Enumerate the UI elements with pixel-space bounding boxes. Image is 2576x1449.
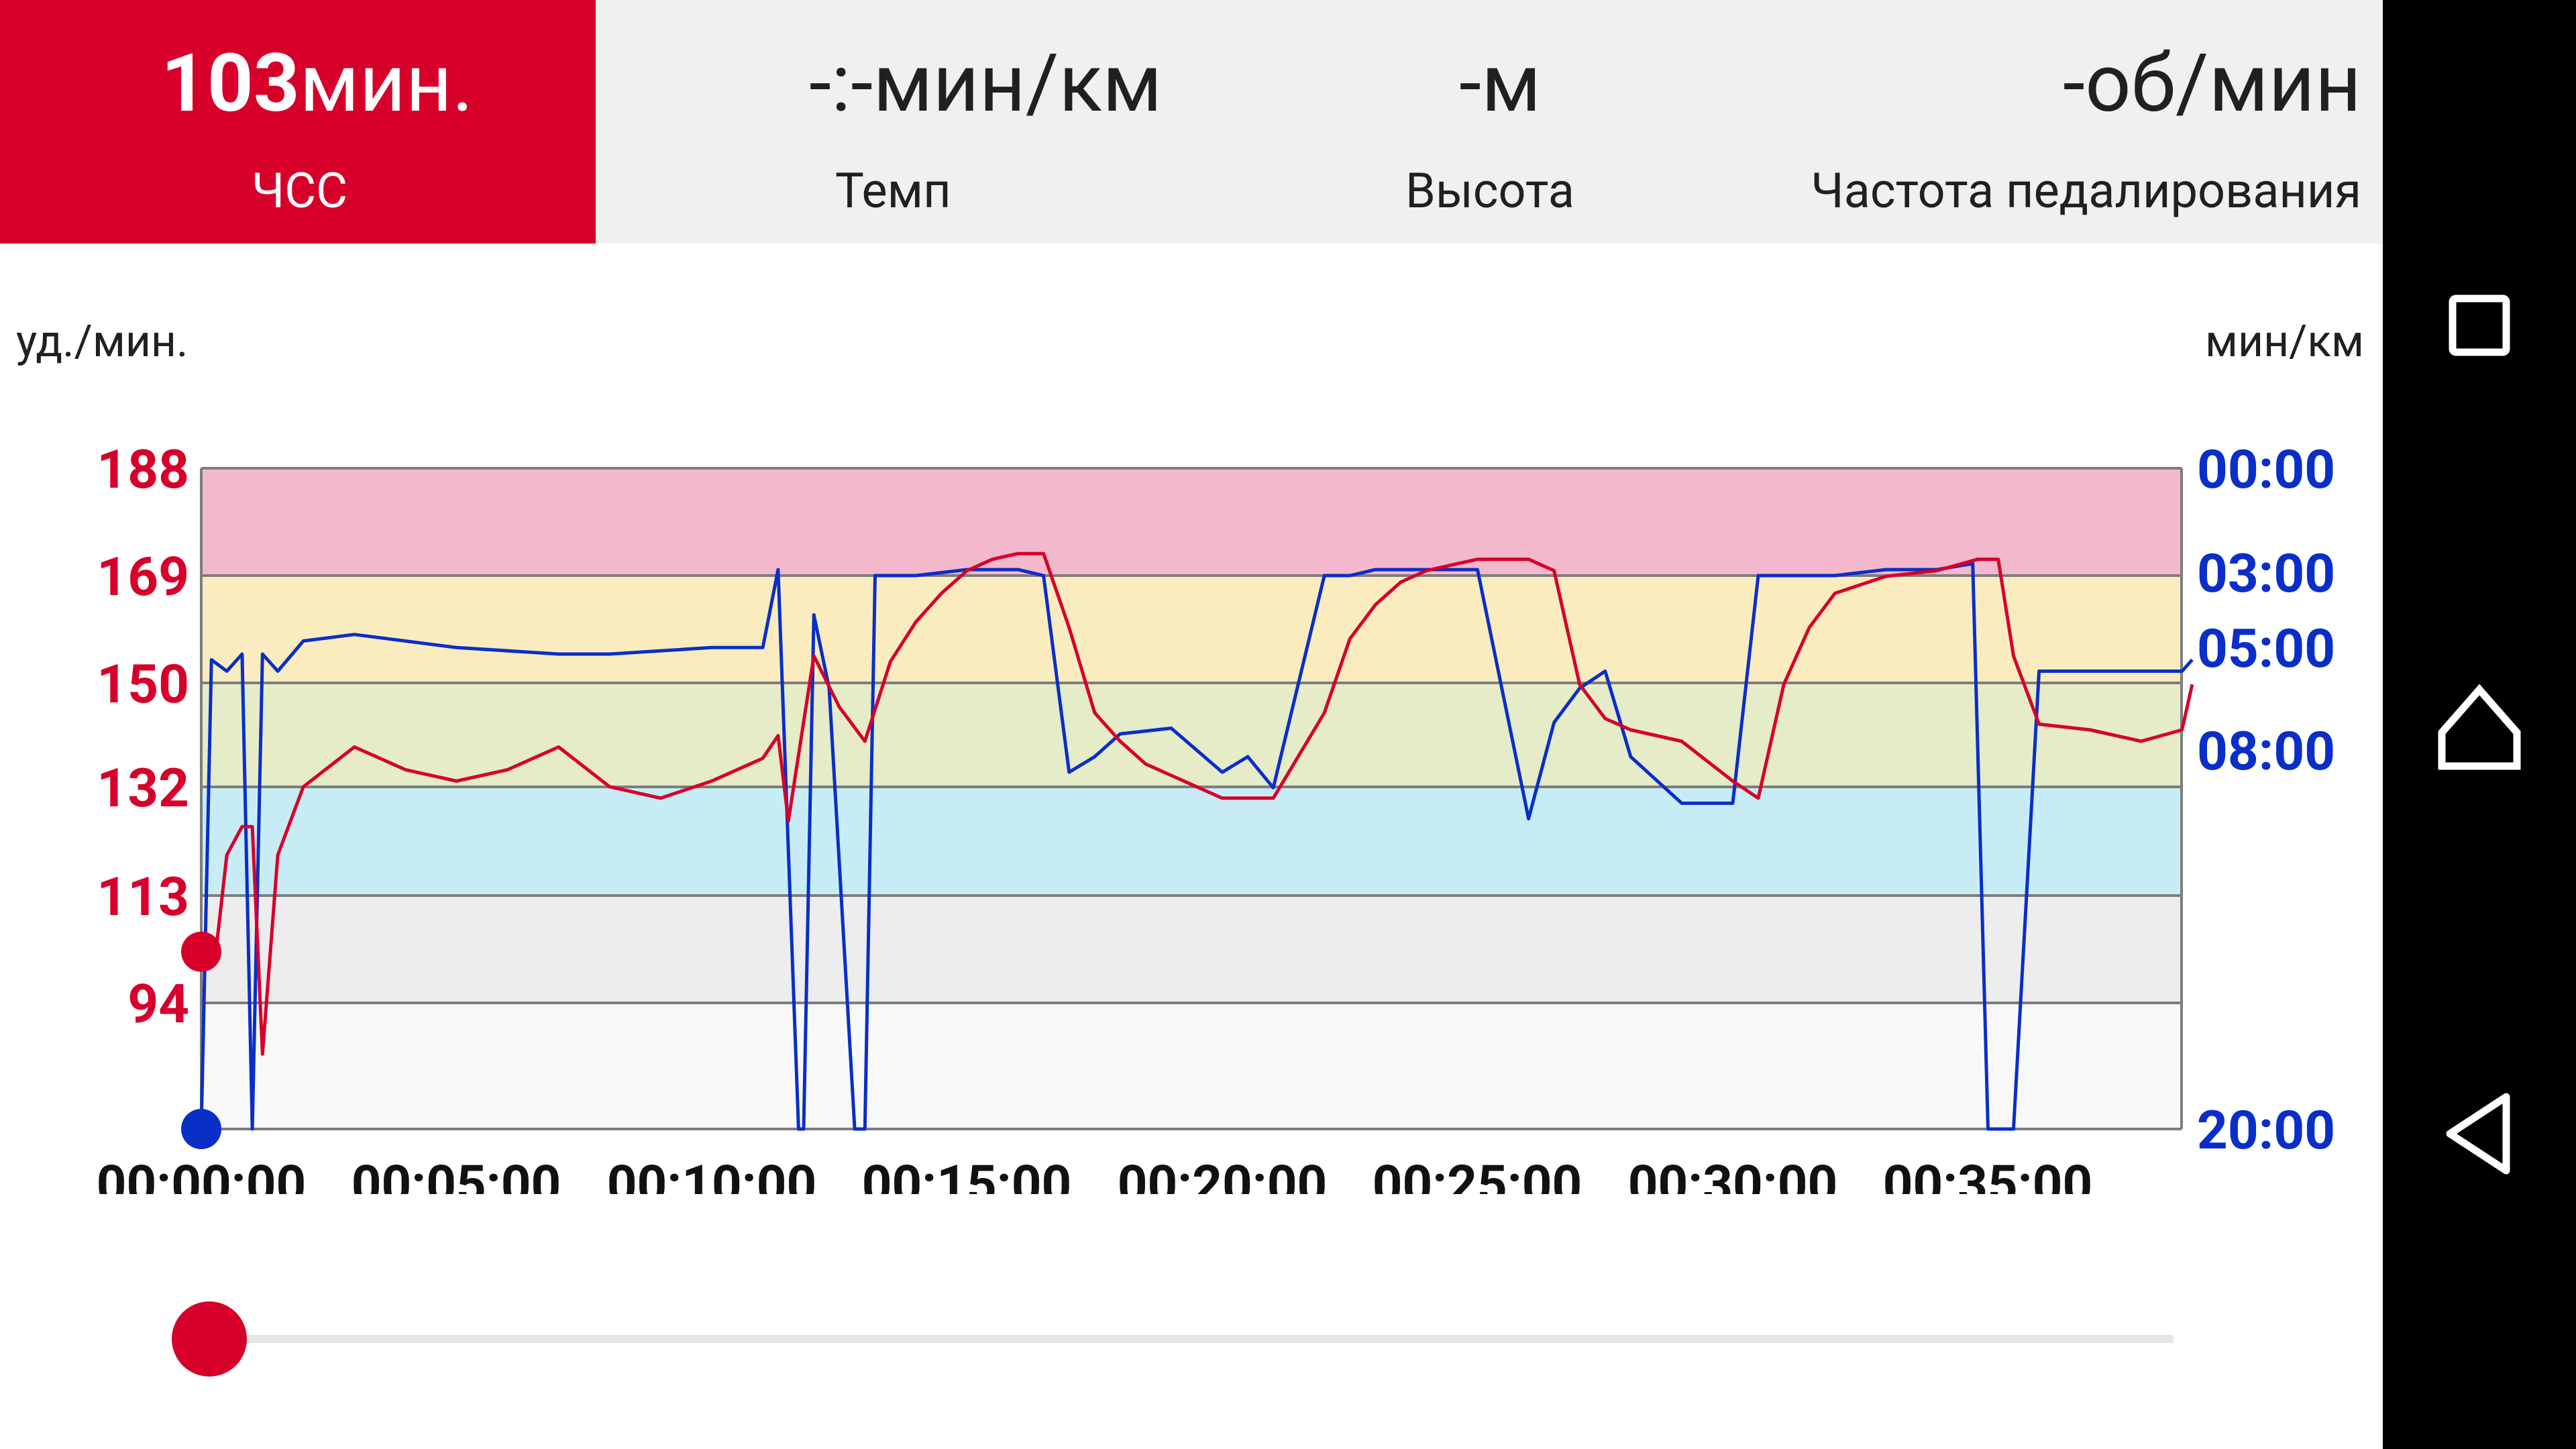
workout-chart[interactable]: 188 169 150 132 113 94 00:00 03:00 05:00… (0, 0, 2383, 1194)
x-tick-label: 00:30:00 (1628, 1155, 1837, 1194)
heart-rate-value: 103мин. (161, 30, 474, 138)
heart-rate-number: 103 (161, 37, 300, 131)
right-axis-ticks: 00:00 03:00 05:00 08:00 20:00 (2197, 438, 2335, 1162)
gridlines (200, 467, 2183, 1130)
recents-button[interactable] (2383, 255, 2576, 402)
tab-heart-rate-label: ЧСС (252, 162, 348, 219)
right-tick-label: 03:00 (2197, 542, 2335, 605)
tab-altitude[interactable]: -м Высота (1267, 0, 1803, 244)
left-tick-label: 94 (127, 973, 189, 1036)
left-tick-label: 113 (97, 865, 189, 928)
left-tick-label: 132 (97, 757, 189, 820)
timeline-slider-track[interactable] (209, 1335, 2174, 1343)
tab-pace[interactable]: -:-мин/км Темп (596, 0, 1267, 244)
pace-value: -:-мин/км (809, 37, 1163, 131)
right-tick-label: 00:00 (2197, 438, 2335, 501)
zone-3-band (201, 683, 2182, 787)
x-tick-label: 00:25:00 (1373, 1155, 1582, 1194)
back-button[interactable] (2383, 1060, 2576, 1208)
back-triangle-icon (2446, 1093, 2510, 1175)
altitude-value: -м (1459, 37, 1542, 131)
tab-altitude-label: Высота (1405, 162, 1574, 219)
x-tick-label: 00:00:00 (97, 1155, 306, 1194)
heart-rate-series-line (201, 551, 2194, 1056)
pace-cursor-marker (181, 1109, 221, 1149)
cadence-value: -об/мин (2063, 37, 2361, 131)
right-tick-label: 08:00 (2197, 720, 2335, 783)
x-tick-label: 00:20:00 (1118, 1155, 1327, 1194)
right-tick-label: 20:00 (2197, 1099, 2335, 1162)
tab-pace-label: Темп (835, 162, 951, 219)
x-tick-label: 00:10:00 (607, 1155, 816, 1194)
heart-rate-unit: мин. (299, 37, 474, 131)
left-tick-label: 169 (97, 545, 189, 608)
metric-tabs-bar: 103мин. ЧСС -:-мин/км Темп -м Высота -об… (0, 0, 2383, 244)
zone-2-band (201, 787, 2182, 896)
x-tick-label: 00:35:00 (1883, 1155, 2092, 1194)
zone-1-band (201, 896, 2182, 1003)
below-zone-band (201, 1003, 2182, 1129)
home-icon (2438, 684, 2521, 770)
right-axis-unit: мин/км (2205, 316, 2364, 368)
pace-series-line (199, 561, 2194, 1131)
tab-cadence-label: Частота педалирования (1811, 162, 2361, 219)
left-tick-label: 188 (97, 438, 189, 501)
zone-5-band (201, 468, 2182, 576)
home-button[interactable] (2383, 657, 2576, 805)
recents-square-icon (2449, 294, 2510, 356)
x-axis-ticks: 00:00:00 00:05:00 00:10:00 00:15:00 00:2… (97, 1155, 2092, 1194)
left-axis-unit: уд./мин. (16, 316, 189, 368)
system-navigation-bar (2383, 0, 2576, 1449)
x-tick-label: 00:15:00 (862, 1155, 1071, 1194)
heart-rate-zones (201, 468, 2182, 1129)
x-tick-label: 00:05:00 (352, 1155, 561, 1194)
tab-cadence[interactable]: -об/мин Частота педалирования (1803, 0, 2383, 244)
tab-heart-rate[interactable]: 103мин. ЧСС (0, 0, 596, 244)
left-tick-label: 150 (97, 653, 189, 716)
right-tick-label: 05:00 (2197, 617, 2335, 680)
zone-4-band (201, 576, 2182, 683)
timeline-slider-thumb[interactable] (172, 1301, 247, 1377)
heart-rate-cursor-marker (181, 931, 221, 972)
left-axis-ticks: 188 169 150 132 113 94 (97, 438, 189, 1036)
